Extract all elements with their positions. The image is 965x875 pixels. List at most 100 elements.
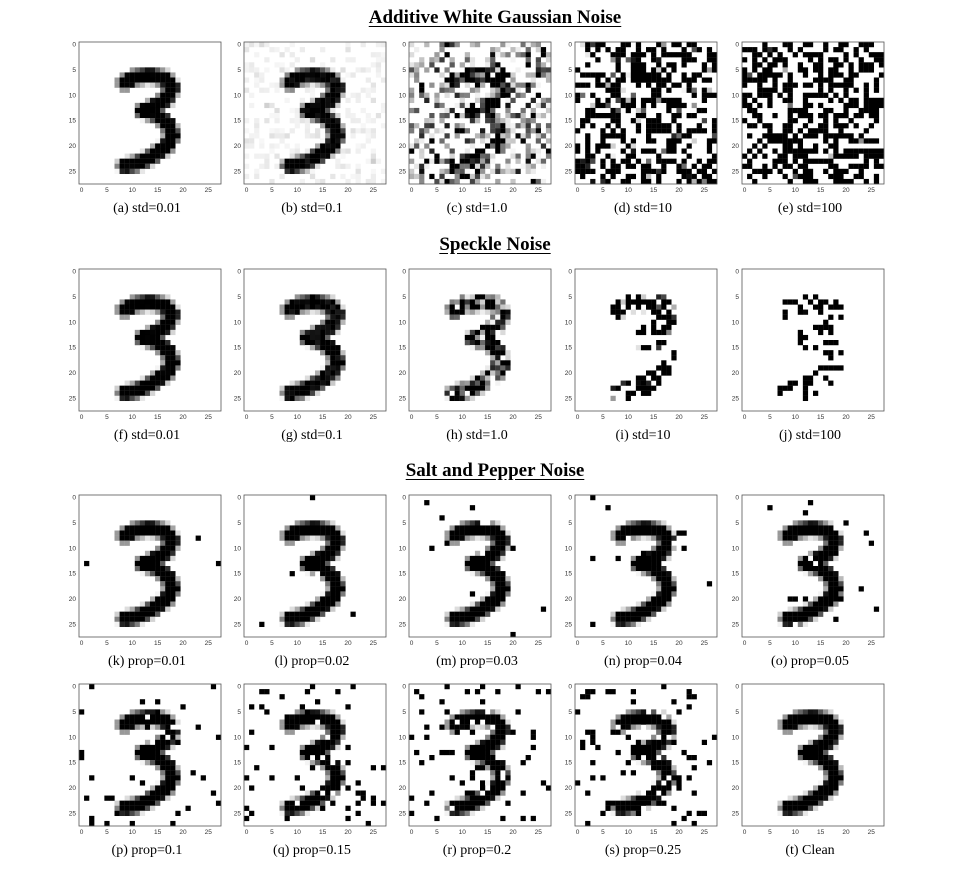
pixel-cell: [449, 299, 455, 305]
pixel-cell: [490, 770, 496, 776]
pixel-cell: [656, 158, 662, 164]
pixel-cell: [802, 790, 809, 796]
pixel-cell: [304, 133, 311, 139]
pixel-cell: [474, 329, 481, 336]
y-tick-label: 25: [69, 621, 77, 628]
pixel-cell: [490, 138, 496, 144]
pixel-cell: [490, 555, 496, 562]
pixel-cell: [129, 775, 135, 781]
pixel-cell: [309, 525, 316, 531]
pixel-cell: [144, 390, 151, 396]
pixel-cell: [114, 616, 120, 622]
pixel-cell: [505, 128, 511, 134]
pixel-cell: [510, 97, 516, 104]
pixel-cell: [818, 606, 824, 612]
pixel-cell: [175, 770, 181, 776]
pixel-cell: [469, 87, 476, 93]
pixel-cell: [320, 123, 326, 129]
pixel-cell: [823, 47, 829, 53]
pixel-cell: [320, 719, 326, 725]
pixel-cell: [429, 790, 435, 796]
pixel-cell: [304, 530, 311, 536]
pixel-cell: [454, 299, 460, 305]
pixel-cell: [661, 765, 667, 771]
pixel-cell: [150, 334, 156, 341]
pixel-cell: [335, 97, 341, 104]
pixel-cell: [424, 123, 430, 129]
pixel-cell: [666, 555, 672, 562]
pixel-cell: [129, 395, 135, 402]
pixel-cell: [818, 525, 824, 531]
pixel-cell: [444, 133, 450, 139]
pixel-cell: [485, 560, 491, 567]
pixel-cell: [370, 133, 377, 139]
pixel-cell: [134, 795, 141, 801]
pixel-cell: [505, 92, 511, 98]
pixel-cell: [540, 780, 547, 786]
pixel-cell: [129, 385, 135, 391]
pixel-cell: [838, 168, 844, 175]
pixel-cell: [325, 606, 331, 612]
pixel-cell: [838, 42, 844, 48]
pixel-cell: [495, 601, 501, 607]
pixel-cell: [485, 173, 491, 180]
pixel-cell: [787, 385, 793, 391]
pixel-cell: [813, 566, 819, 572]
pixel-cell: [444, 684, 450, 690]
pixel-cell: [325, 749, 331, 756]
pixel-cell: [823, 739, 829, 746]
pixel-cell: [752, 123, 758, 129]
pixel-cell: [828, 576, 834, 582]
pixel-cell: [139, 560, 146, 567]
pixel-cell: [309, 304, 316, 310]
pixel-cell: [838, 780, 844, 786]
pixel-cell: [350, 57, 356, 63]
pixel-cell: [797, 340, 804, 346]
pixel-cell: [711, 123, 718, 129]
y-tick-label: 0: [237, 495, 241, 502]
pixel-cell: [294, 299, 300, 305]
axes-frame: [741, 41, 885, 185]
pixel-cell: [485, 611, 491, 617]
pixel-cell: [469, 395, 476, 402]
pixel-cell: [289, 714, 295, 720]
pixel-cell: [802, 148, 809, 154]
pixel-cell: [500, 143, 506, 149]
pixel-cell: [474, 749, 481, 756]
pixel-cell: [671, 133, 677, 139]
pixel-cell: [525, 87, 531, 93]
pixel-cell: [525, 143, 531, 149]
pixel-cell: [868, 123, 875, 129]
pixel-cell: [510, 82, 516, 88]
x-tick-label: 10: [792, 414, 800, 421]
pixel-cell: [409, 72, 415, 78]
pixel-cell: [309, 113, 316, 119]
pixel-cell: [315, 158, 321, 164]
pixel-cell: [585, 153, 591, 159]
pixel-cell: [777, 168, 783, 175]
pixel-cell: [134, 714, 141, 720]
pixel-cell: [294, 606, 300, 612]
pixel-cell: [165, 380, 171, 386]
pixel-cell: [777, 800, 783, 806]
pixel-cell: [873, 118, 880, 124]
pixel-cell: [681, 749, 687, 756]
pixel-cell: [818, 92, 824, 98]
pixel-cell: [480, 571, 486, 577]
pixel-cell: [813, 294, 819, 300]
pixel-cell: [535, 128, 542, 134]
y-tick-label: 15: [399, 345, 407, 352]
pixel-cell: [474, 334, 481, 341]
pixel-cell: [274, 107, 280, 114]
pixel-cell: [325, 82, 331, 88]
pixel-cell: [480, 755, 486, 761]
pixel-cell: [620, 314, 626, 320]
pixel-cell: [155, 760, 161, 766]
pixel-cell: [210, 790, 217, 796]
pixel-cell: [802, 744, 809, 751]
pixel-cell: [651, 148, 657, 154]
pixel-cell: [320, 800, 326, 806]
pixel-cell: [535, 113, 542, 119]
pixel-cell: [646, 606, 652, 612]
pixel-cell: [139, 795, 146, 801]
